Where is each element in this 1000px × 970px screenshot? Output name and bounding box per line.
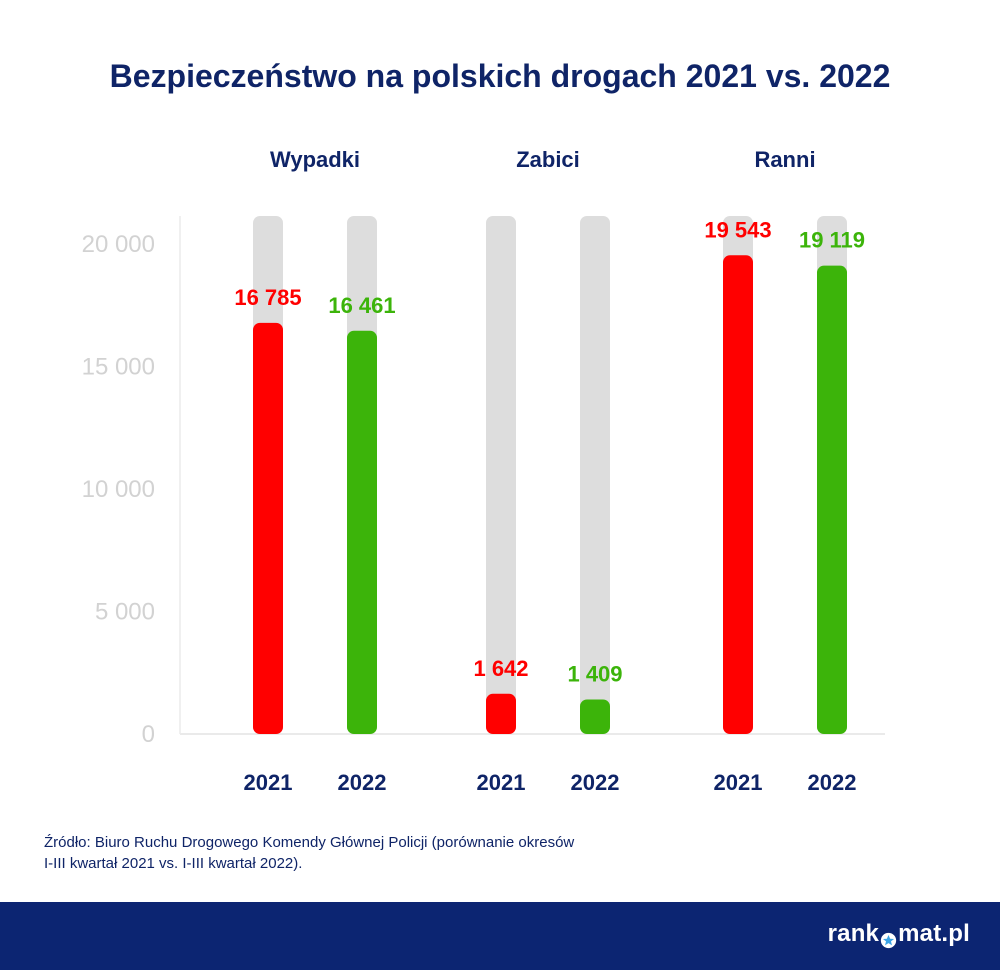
- category-label: Zabici: [516, 147, 580, 172]
- source-line-1: Źródło: Biuro Ruchu Drogowego Komendy Gł…: [44, 834, 575, 851]
- data-label: 16 461: [328, 293, 395, 318]
- bar-2022: [817, 265, 847, 734]
- source-line-2: I-III kwartał 2021 vs. I-III kwartał 202…: [44, 855, 303, 872]
- y-tick-label: 10 000: [82, 476, 155, 503]
- y-tick-label: 0: [142, 721, 155, 748]
- bar-chart: 0 5 000 10 000 15 000 20 000 Wypadki 16 785 202…: [82, 147, 885, 795]
- bar-2021: [486, 693, 516, 734]
- year-label: 2021: [477, 770, 526, 795]
- data-label: 1 409: [567, 661, 622, 686]
- data-label: 19 119: [799, 228, 865, 253]
- data-label: 16 785: [234, 285, 301, 310]
- bar-2022: [347, 330, 377, 734]
- category-label: Wypadki: [270, 147, 360, 172]
- y-tick-label: 15 000: [82, 354, 155, 381]
- category-label: Ranni: [754, 147, 815, 172]
- footer-bar: rank mat.pl: [0, 902, 1000, 970]
- y-tick-label: 5 000: [95, 599, 155, 626]
- y-tick-label: 20 000: [82, 231, 155, 258]
- year-label: 2022: [571, 770, 620, 795]
- year-label: 2021: [714, 770, 763, 795]
- bar-track: [580, 216, 610, 734]
- year-label: 2022: [338, 770, 387, 795]
- data-label: 1 642: [473, 656, 528, 681]
- bar-track: [486, 216, 516, 734]
- bar-2022: [580, 699, 610, 734]
- brand-logo[interactable]: rank mat.pl: [828, 920, 970, 948]
- chart-title: Bezpieczeństwo na polskich drogach 2021 …: [109, 58, 891, 94]
- year-label: 2021: [244, 770, 293, 795]
- logo-text-start: rank: [827, 920, 880, 947]
- star-o-icon: [880, 928, 897, 948]
- bar-2021: [723, 255, 753, 734]
- logo-text-end: mat.pl: [898, 920, 970, 947]
- year-label: 2022: [808, 770, 857, 795]
- data-label: 19 543: [704, 217, 771, 242]
- source-note: Źródło: Biuro Ruchu Drogowego Komendy Gł…: [44, 832, 744, 874]
- bar-2021: [253, 322, 283, 734]
